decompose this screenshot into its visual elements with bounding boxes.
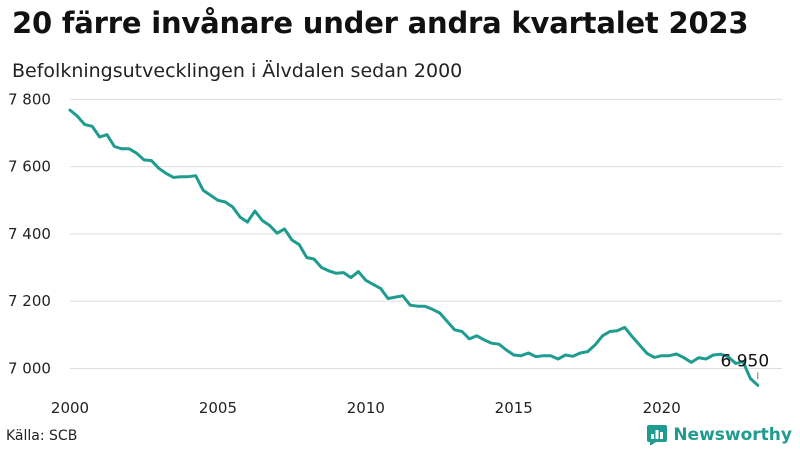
x-tick-label: 2015 xyxy=(495,399,533,417)
y-tick-label: 7 200 xyxy=(8,292,51,310)
newsworthy-logo-icon xyxy=(647,425,668,445)
brand-name: Newsworthy xyxy=(673,425,792,445)
y-axis-ticks: 7 000 7 200 7 400 7 600 7 800 xyxy=(8,90,51,377)
y-tick-label: 7 400 xyxy=(8,225,51,243)
x-axis-ticks: 2000 2005 2010 2015 2020 xyxy=(51,399,681,417)
x-tick-label: 2010 xyxy=(347,399,385,417)
x-tick-label: 2000 xyxy=(51,399,89,417)
source-note: Källa: SCB xyxy=(6,428,78,444)
y-tick-label: 7 600 xyxy=(8,158,51,176)
y-tick-label: 7 800 xyxy=(8,90,51,108)
chart-subtitle: Befolkningsutvecklingen i Älvdalen sedan… xyxy=(12,60,463,82)
last-value-label: 6 950 xyxy=(720,351,769,371)
grid-lines xyxy=(70,98,782,369)
y-tick-label: 7 000 xyxy=(8,359,51,377)
x-tick-label: 2005 xyxy=(199,399,237,417)
population-line xyxy=(68,108,760,387)
chart-title: 20 färre invånare under andra kvartalet … xyxy=(12,6,749,40)
brand-logo: Newsworthy xyxy=(647,425,792,445)
x-tick-label: 2020 xyxy=(643,399,681,417)
